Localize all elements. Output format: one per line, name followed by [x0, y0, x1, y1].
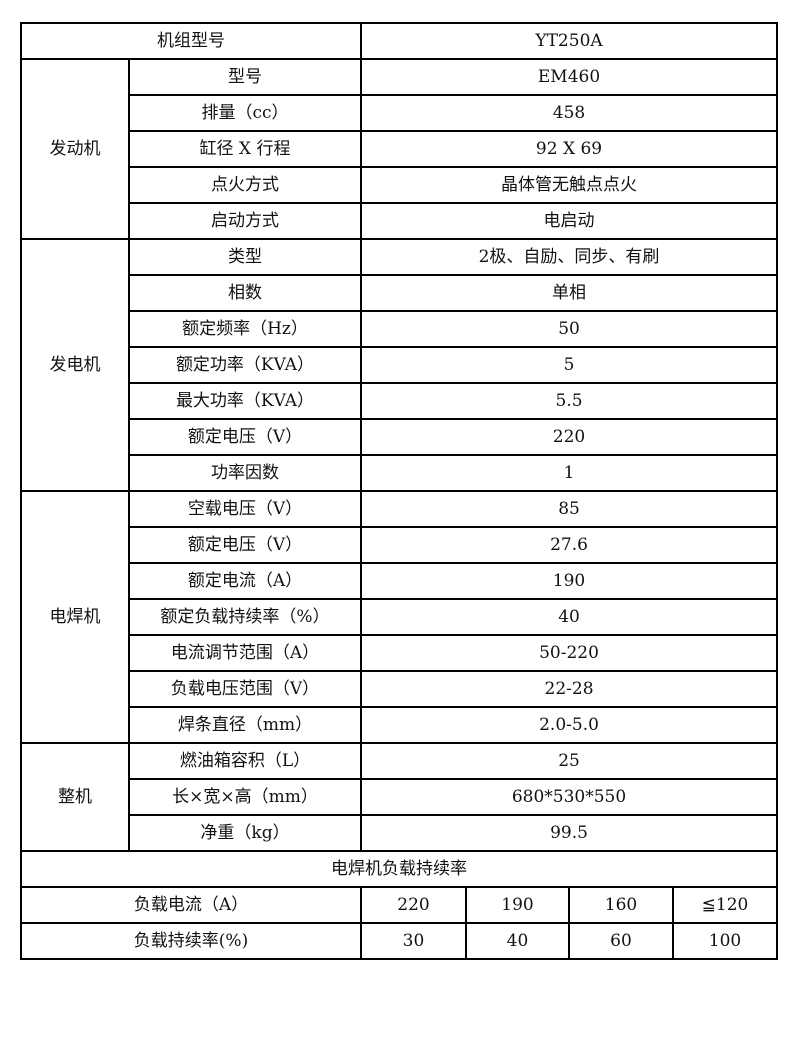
spec-label: 类型	[128, 238, 362, 276]
table-row: 长×宽×高（mm） 680*530*550	[21, 778, 779, 816]
spec-value: 25	[359, 742, 779, 780]
spec-label: 启动方式	[128, 202, 362, 240]
duty-cycle-value: 40	[465, 922, 570, 960]
spec-label: 空载电压（V）	[128, 490, 362, 528]
table-row: 整机 燃油箱容积（L） 25	[20, 742, 779, 852]
spec-value: 458	[359, 94, 779, 132]
table-row: 电流调节范围（A） 50-220	[21, 634, 779, 672]
spec-label: 最大功率（KVA）	[128, 382, 362, 420]
spec-value: 5.5	[359, 382, 779, 420]
group-label: 整机	[20, 742, 130, 852]
group-label: 发动机	[20, 58, 130, 240]
spec-label: 额定电压（V）	[128, 526, 362, 564]
duty-cycle-value: 30	[360, 922, 467, 960]
table-row: 净重（kg） 99.5	[21, 814, 779, 852]
duty-cycle-value: 160	[568, 886, 674, 924]
table-row: 启动方式 电启动	[21, 202, 779, 240]
table-row: 额定功率（KVA） 5	[21, 346, 779, 384]
spec-label: 长×宽×高（mm）	[128, 778, 362, 816]
table-row: 额定电流（A） 190	[21, 562, 779, 600]
table-row: 焊条直径（mm） 2.0-5.0	[21, 706, 779, 744]
spec-label: 缸径 X 行程	[128, 130, 362, 168]
spec-value: 晶体管无触点点火	[359, 166, 779, 204]
group-label: 发电机	[20, 238, 130, 492]
table-row: 额定负载持续率（%） 40	[21, 598, 779, 636]
spec-value: 22-28	[359, 670, 779, 708]
table-row: 最大功率（KVA） 5.5	[21, 382, 779, 420]
table-row: 发电机 类型 2极、自励、同步、有刷	[20, 238, 779, 492]
duty-cycle-value: 100	[671, 922, 779, 960]
table-row: 负载电压范围（V） 22-28	[21, 670, 779, 708]
spec-value: 85	[359, 490, 779, 528]
spec-label: 电流调节范围（A）	[128, 634, 362, 672]
spec-label: 排量（cc）	[128, 94, 362, 132]
spec-label: 额定功率（KVA）	[128, 346, 362, 384]
duty-cycle-row: 负载持续率(%) 30 40 60 100	[20, 922, 779, 960]
spec-label: 额定电压（V）	[128, 418, 362, 456]
spec-value: 99.5	[359, 814, 779, 852]
spec-label: 相数	[128, 274, 362, 312]
duty-cycle-row: 负载电流（A） 220 190 160 ≦120	[20, 886, 779, 924]
spec-value: 220	[359, 418, 779, 456]
duty-cycle-value: ≦120	[671, 886, 779, 924]
table-row: 电焊机 空载电压（V） 85	[20, 490, 779, 744]
model-label: 机组型号	[20, 22, 362, 60]
table-row: 额定电压（V） 220	[21, 418, 779, 456]
table-row: 额定频率（Hz） 50	[21, 310, 779, 348]
spec-value: 电启动	[359, 202, 779, 240]
duty-cycle-title: 电焊机负载持续率	[19, 850, 779, 888]
spec-value: 190	[359, 562, 779, 600]
duty-cycle-label: 负载持续率(%)	[20, 922, 362, 960]
spec-value: 2.0-5.0	[359, 706, 779, 744]
duty-cycle-value: 190	[465, 886, 570, 924]
spec-value: 1	[359, 454, 779, 492]
header-row: 机组型号 YT250A	[20, 22, 779, 60]
spec-label: 点火方式	[128, 166, 362, 204]
spec-value: 27.6	[359, 526, 779, 564]
table-row: 排量（cc） 458	[21, 94, 779, 132]
spec-label: 型号	[128, 58, 362, 96]
spec-value: 92 X 69	[359, 130, 779, 168]
spec-value: 2极、自励、同步、有刷	[359, 238, 779, 276]
spec-label: 负载电压范围（V）	[128, 670, 362, 708]
spec-value: 40	[359, 598, 779, 636]
table-row: 相数 单相	[21, 274, 779, 312]
spec-value: 680*530*550	[359, 778, 779, 816]
spec-value: 5	[359, 346, 779, 384]
duty-cycle-value: 60	[568, 922, 674, 960]
spec-value: 50	[359, 310, 779, 348]
spec-label: 燃油箱容积（L）	[128, 742, 362, 780]
duty-cycle-title-row: 电焊机负载持续率	[19, 850, 779, 888]
spec-value: 单相	[359, 274, 779, 312]
group-label: 电焊机	[20, 490, 130, 744]
table-row: 额定电压（V） 27.6	[21, 526, 779, 564]
table-row: 功率因数 1	[21, 454, 779, 492]
spec-label: 额定频率（Hz）	[128, 310, 362, 348]
duty-cycle-label: 负载电流（A）	[20, 886, 362, 924]
spec-label: 焊条直径（mm）	[128, 706, 362, 744]
table-row: 发动机 型号 EM460	[20, 58, 779, 240]
spec-label: 额定电流（A）	[128, 562, 362, 600]
table-row: 缸径 X 行程 92 X 69	[21, 130, 779, 168]
spec-table: 机组型号 YT250A 发动机 型号 EM460 排量（cc） 458 缸径 X 行程 92…	[19, 22, 779, 960]
spec-label: 功率因数	[128, 454, 362, 492]
table-row: 点火方式 晶体管无触点点火	[21, 166, 779, 204]
spec-value: 50-220	[359, 634, 779, 672]
spec-value: EM460	[359, 58, 779, 96]
spec-label: 额定负载持续率（%）	[128, 598, 362, 636]
spec-label: 净重（kg）	[128, 814, 362, 852]
model-value: YT250A	[359, 22, 779, 60]
duty-cycle-value: 220	[360, 886, 467, 924]
